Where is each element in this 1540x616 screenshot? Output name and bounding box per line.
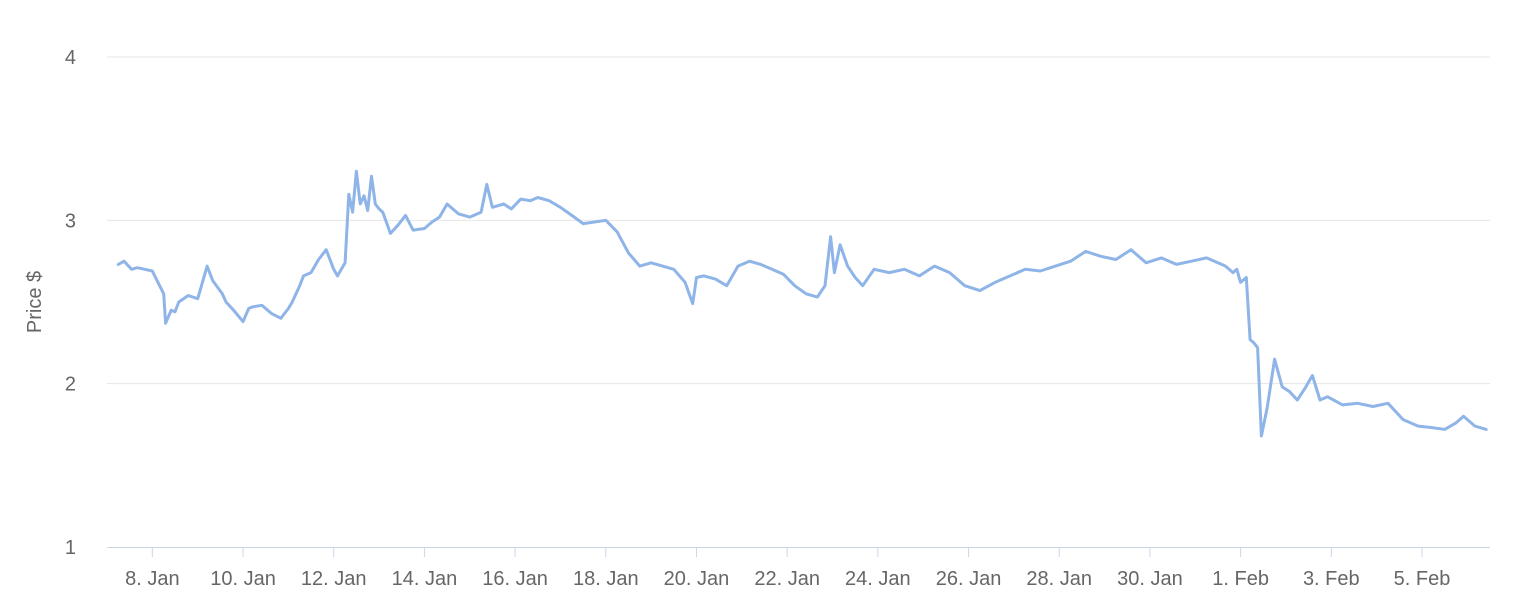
x-tick-label: 20. Jan — [664, 568, 730, 590]
x-tick-label: 8. Jan — [125, 568, 179, 590]
gridlines — [107, 56, 1490, 385]
x-tick-label: 26. Jan — [936, 568, 1002, 590]
x-tick-label: 18. Jan — [573, 568, 639, 590]
x-tick-label: 22. Jan — [754, 568, 820, 590]
y-tick-label: 2 — [65, 374, 76, 396]
y-tick-label: 3 — [65, 210, 76, 232]
y-tick-label: 4 — [65, 47, 76, 69]
x-tick-label: 14. Jan — [392, 568, 458, 590]
x-tick-label: 12. Jan — [301, 568, 367, 590]
x-tick-label: 1. Feb — [1212, 568, 1269, 590]
y-tick-label: 1 — [65, 537, 76, 559]
x-axis — [107, 547, 1490, 557]
series-line-0 — [116, 169, 1488, 438]
x-tick-label: 30. Jan — [1117, 568, 1183, 590]
series-layer — [116, 169, 1488, 438]
x-axis-labels: 8. Jan 10. Jan 12. Jan 14. Jan 16. Jan 18. Ja… — [125, 568, 1450, 590]
x-tick-label: 24. Jan — [845, 568, 911, 590]
x-tick-label: 16. Jan — [482, 568, 548, 590]
x-tick-label: 5. Feb — [1394, 568, 1451, 590]
y-axis: 1 2 3 4 — [65, 47, 76, 559]
x-tick-label: 10. Jan — [210, 568, 276, 590]
y-axis-title: Price $ — [24, 271, 46, 333]
x-tick-label: 28. Jan — [1026, 568, 1092, 590]
x-tick-label: 3. Feb — [1303, 568, 1360, 590]
